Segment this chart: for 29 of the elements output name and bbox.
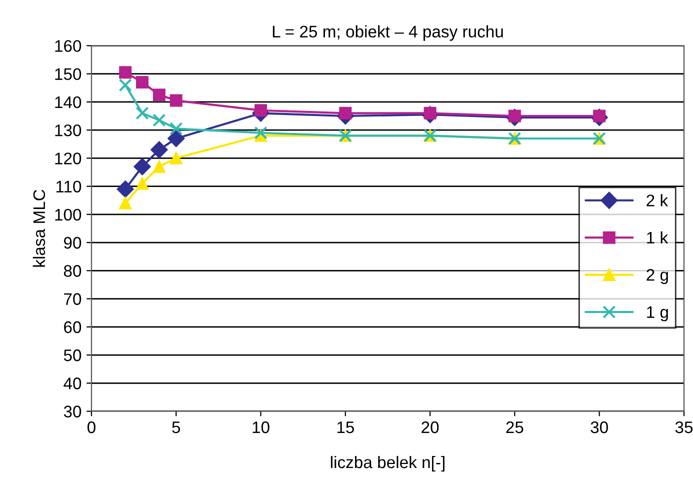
y-tick-label: 140 <box>55 96 82 108</box>
legend-label: 1 k <box>647 231 668 244</box>
y-tick-label: 160 <box>55 40 82 52</box>
chart-title: L = 25 m; obiekt – 4 pasy ruchu <box>272 25 503 41</box>
y-tick-label: 40 <box>64 378 82 390</box>
x-tick-label: 5 <box>172 422 180 434</box>
y-tick-label: 100 <box>55 208 82 221</box>
y-tick-label: 120 <box>55 152 82 164</box>
x-tick-label: 0 <box>87 421 96 434</box>
y-tick-label: 30 <box>64 406 82 418</box>
y-tick-label: 50 <box>64 349 82 362</box>
y-tick-label: 60 <box>64 321 82 334</box>
y-tick-label: 110 <box>56 180 82 192</box>
y-tick-label: 70 <box>64 293 82 305</box>
y-tick-label: 90 <box>64 236 82 249</box>
x-axis-title: liczba belek n[-] <box>330 456 444 472</box>
x-tick-label: 35 <box>675 421 693 434</box>
x-tick-label: 30 <box>590 421 608 434</box>
y-axis-title: klasa MLC <box>32 190 46 267</box>
x-tick-label: 20 <box>422 421 439 434</box>
legend-label: 2 g <box>646 268 668 284</box>
y-tick-label: 80 <box>64 265 82 277</box>
y-tick-label: 130 <box>55 124 82 136</box>
y-tick-label: 150 <box>55 68 82 80</box>
x-tick-label: 15 <box>337 422 354 434</box>
x-tick-label: 25 <box>506 421 524 434</box>
x-tick-label: 10 <box>252 421 270 434</box>
legend-label: 2 k <box>646 194 668 206</box>
legend-label: 1 g <box>647 306 668 322</box>
